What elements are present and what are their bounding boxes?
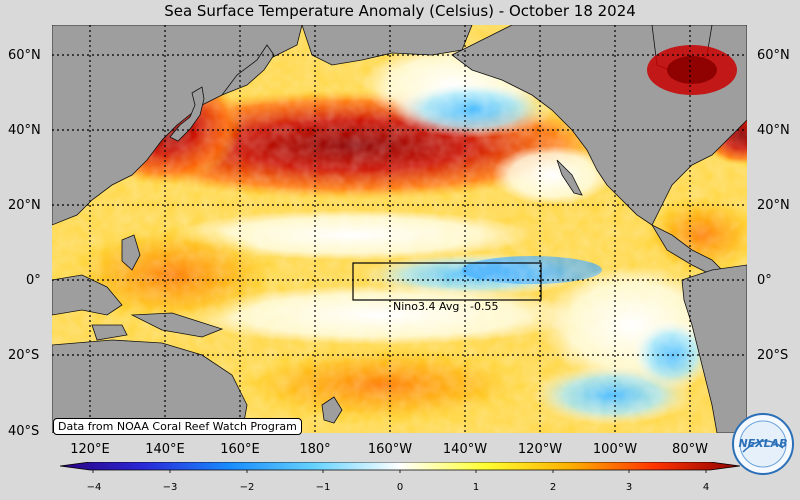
australia-land xyxy=(52,339,248,433)
alaska-land xyxy=(301,25,473,66)
japan-land xyxy=(169,86,205,142)
lon-label: 140°W xyxy=(442,442,488,457)
colorbar-tick: −2 xyxy=(239,482,255,493)
land-masses xyxy=(52,25,747,433)
colorbar-tick: 4 xyxy=(702,482,710,493)
lat-label-right: 60°N xyxy=(757,48,790,63)
lon-label: 80°W xyxy=(672,442,708,457)
new-zealand-land xyxy=(321,396,343,424)
maritime-continent-land xyxy=(52,274,123,316)
colorbar-tick: 2 xyxy=(549,482,557,493)
lat-label-right: 40°N xyxy=(757,123,790,138)
lon-label: 100°W xyxy=(592,442,638,457)
lat-label-left: 20°S xyxy=(8,348,40,363)
colorbar-tick: −4 xyxy=(86,482,102,493)
lat-label-left: 60°N xyxy=(8,48,41,63)
nino34-label: Nino3.4 Avg : -0.55 xyxy=(393,300,499,313)
colorbar-tick: 0 xyxy=(396,482,404,493)
kamchatka-land xyxy=(220,44,275,96)
nino34-box xyxy=(352,262,542,301)
colorbar-tick: −3 xyxy=(162,482,178,493)
colorbar-tick: 1 xyxy=(472,482,480,493)
lat-label-left: 20°N xyxy=(8,198,41,213)
colorbar-tick: 3 xyxy=(625,482,633,493)
nexlab-logo: NEXLAB xyxy=(732,413,794,475)
lon-label: 120°W xyxy=(517,442,563,457)
lat-label-right: 20°N xyxy=(757,198,790,213)
lat-label-right: 20°S xyxy=(757,348,789,363)
lon-label: 140°E xyxy=(145,442,185,457)
lon-label: 120°E xyxy=(70,442,110,457)
lat-label-left: 40°S xyxy=(8,424,40,439)
colorbar-tick: −1 xyxy=(315,482,331,493)
graticule xyxy=(52,25,747,433)
lon-label: 180° xyxy=(299,442,331,457)
lat-label-left: 40°N xyxy=(8,123,41,138)
lon-label: 160°E xyxy=(220,442,260,457)
map-title: Sea Surface Temperature Anomaly (Celsius… xyxy=(164,2,636,20)
svg-text:NEXLAB: NEXLAB xyxy=(738,437,787,450)
lat-label-left: 0° xyxy=(26,273,41,288)
lon-label: 160°W xyxy=(367,442,413,457)
south-america-land xyxy=(681,264,747,433)
sst-anomaly-map xyxy=(52,25,747,433)
data-credit: Data from NOAA Coral Reef Watch Program xyxy=(53,418,302,435)
colorbar xyxy=(60,462,740,473)
lat-label-right: 0° xyxy=(757,273,772,288)
